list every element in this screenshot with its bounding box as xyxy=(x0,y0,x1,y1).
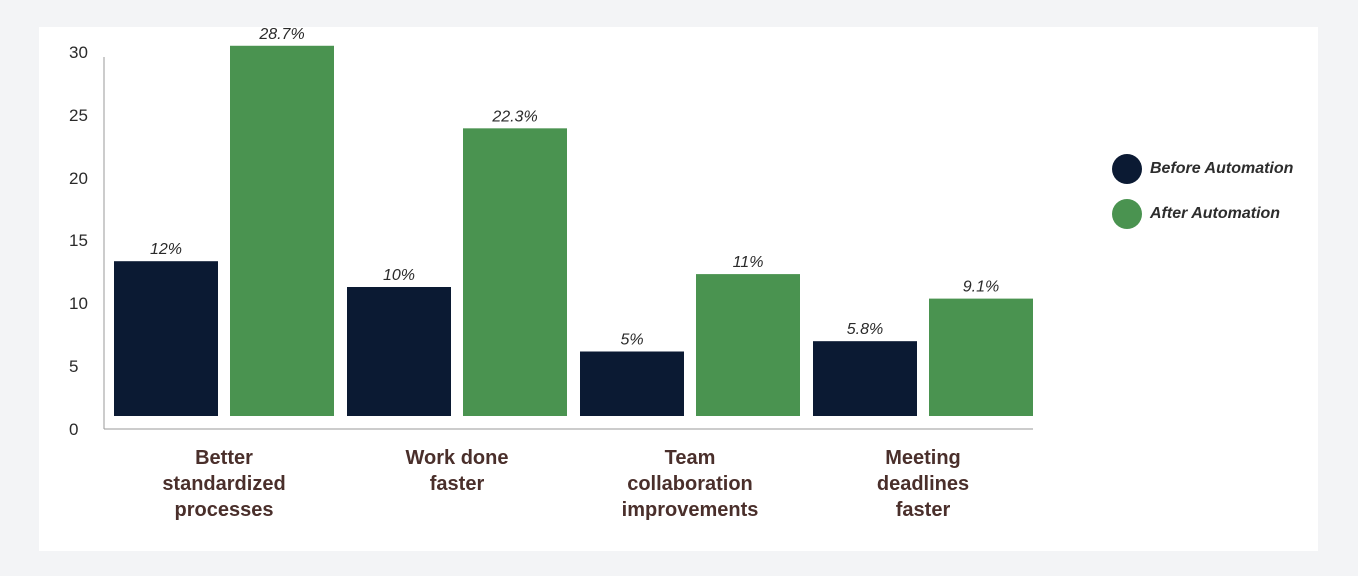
bar-value-label: 9.1% xyxy=(963,279,999,296)
bar-before-3 xyxy=(813,341,917,416)
x-category-label: Better xyxy=(195,447,253,469)
y-tick-label: 30 xyxy=(69,43,88,62)
legend-item-after: After Automation xyxy=(1112,198,1352,230)
bar-before-1 xyxy=(347,287,451,416)
bar-value-label: 10% xyxy=(383,267,415,284)
legend-item-before: Before Automation xyxy=(1112,153,1352,185)
bar-after-0 xyxy=(230,45,334,417)
legend: Before Automation After Automation xyxy=(1112,153,1352,243)
y-tick-label: 25 xyxy=(69,106,88,125)
bar-value-label: 5.8% xyxy=(847,321,883,338)
x-category-label: Team xyxy=(665,447,716,469)
x-category-label: standardized xyxy=(162,473,285,495)
y-tick-label: 5 xyxy=(69,357,78,376)
y-tick-label: 0 xyxy=(69,420,78,439)
x-category-label: Work done xyxy=(406,447,509,469)
bar-after-1 xyxy=(463,128,567,416)
bar-value-label: 11% xyxy=(733,254,764,271)
x-category-label: collaboration xyxy=(627,473,753,495)
bar-before-0 xyxy=(114,261,218,416)
y-tick-label: 15 xyxy=(69,231,88,250)
legend-label-before: Before Automation xyxy=(1150,160,1294,177)
x-category-label: processes xyxy=(175,499,274,521)
y-tick-label: 10 xyxy=(69,294,88,313)
bar-chart: 0 5 10 15 20 25 30 12% 28.7% Better standardized pr… xyxy=(69,27,1033,521)
legend-label-after: After Automation xyxy=(1150,205,1281,222)
x-category-label: deadlines xyxy=(877,473,969,495)
bar-value-label: 12% xyxy=(150,241,182,258)
bar-before-2 xyxy=(580,351,684,416)
x-category-label: Meeting xyxy=(885,447,961,469)
y-tick-label: 20 xyxy=(69,169,88,188)
bar-after-2 xyxy=(696,274,800,416)
bar-value-label: 28.7% xyxy=(258,27,304,43)
x-category-label: improvements xyxy=(622,499,759,521)
chart-card: 0 5 10 15 20 25 30 12% 28.7% Better standardized pr… xyxy=(39,27,1318,551)
legend-swatch-before xyxy=(1112,154,1142,184)
x-category-label: faster xyxy=(430,473,485,495)
legend-swatch-after xyxy=(1112,199,1142,229)
bar-after-3 xyxy=(929,298,1033,416)
x-category-label: faster xyxy=(896,499,951,521)
bar-value-label: 22.3% xyxy=(491,108,537,125)
bar-value-label: 5% xyxy=(620,332,643,349)
